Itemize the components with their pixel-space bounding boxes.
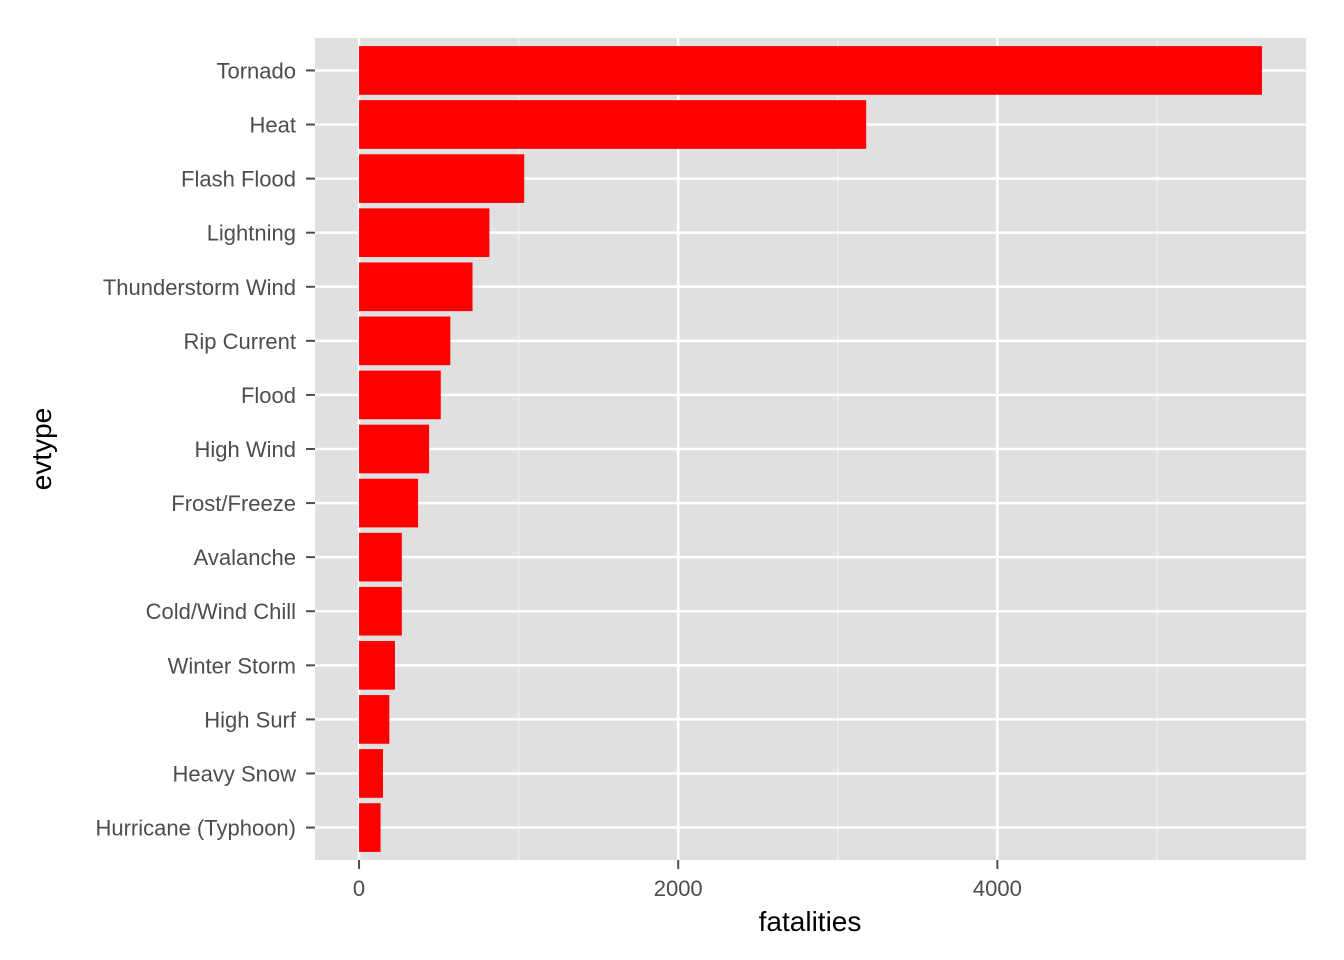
y-tick-label: Thunderstorm Wind <box>103 275 296 300</box>
x-axis-title: fatalities <box>759 906 862 937</box>
y-tick-label: Flash Flood <box>181 167 296 192</box>
bars <box>359 46 1262 852</box>
bar <box>359 640 395 690</box>
bar <box>359 46 1262 95</box>
bar <box>359 154 525 203</box>
y-tick-label: Hurricane (Typhoon) <box>95 816 296 841</box>
bar <box>359 586 402 636</box>
bar <box>359 532 402 582</box>
x-tick-label: 0 <box>353 876 365 901</box>
y-tick-label: Cold/Wind Chill <box>146 599 296 624</box>
y-tick-label: Tornado <box>216 58 296 83</box>
y-axis-title: evtype <box>26 408 57 491</box>
y-tick-label: Heat <box>250 113 296 138</box>
y-tick-label: Rip Current <box>184 329 296 354</box>
y-tick-label: High Surf <box>204 707 297 732</box>
y-tick-label: Heavy Snow <box>172 761 296 786</box>
bar <box>359 424 430 474</box>
x-axis: 0 2000 4000 <box>353 860 1022 901</box>
y-tick-label: High Wind <box>195 437 296 462</box>
bar <box>359 749 383 798</box>
y-tick-label: Lightning <box>207 221 296 246</box>
y-tick-label: Frost/Freeze <box>171 491 296 516</box>
y-axis: Tornado Heat Flash Flood Lightning Thunderst… <box>95 58 315 841</box>
bar <box>359 208 490 258</box>
bar <box>359 478 419 528</box>
bar <box>359 262 473 312</box>
x-tick-label: 4000 <box>973 876 1022 901</box>
bar <box>359 695 390 744</box>
bar <box>359 370 441 420</box>
y-tick-label: Flood <box>241 383 296 408</box>
y-tick-label: Winter Storm <box>168 653 296 678</box>
bar <box>359 316 451 366</box>
bar <box>359 803 381 852</box>
bar <box>359 100 867 149</box>
x-tick-label: 2000 <box>654 876 703 901</box>
y-tick-label: Avalanche <box>194 545 296 570</box>
